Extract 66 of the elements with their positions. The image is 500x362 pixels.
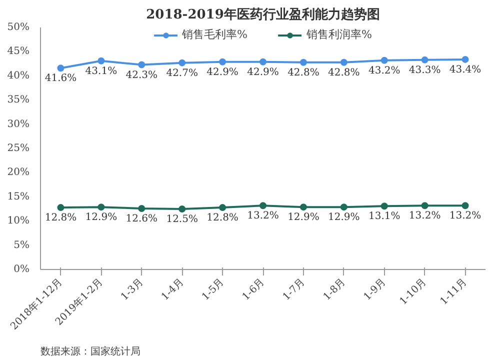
y-tick-label: 35% (7, 94, 30, 106)
point (300, 204, 307, 211)
data-label: 12.6% (126, 214, 158, 225)
y-tick-label: 25% (7, 143, 30, 154)
data-label: 13.2% (449, 210, 482, 222)
point (178, 206, 186, 212)
point (219, 58, 226, 66)
x-tick-label: 1-7月 (281, 276, 308, 303)
y-tick-label: 40% (7, 70, 30, 82)
point (98, 57, 105, 64)
x-tick-label: 1-4月 (160, 276, 186, 303)
point (219, 204, 226, 212)
data-label: 12.9% (85, 212, 118, 224)
y-tick-label: 5% (14, 240, 30, 251)
y-tick-label: 10% (7, 216, 30, 227)
data-label: 43.1% (85, 66, 118, 77)
x-tick-label: 1-9月 (362, 276, 388, 303)
data-label: 12.8% (206, 212, 238, 224)
data-label: 13.1% (368, 211, 400, 222)
point (380, 56, 388, 64)
data-label: 43.3% (408, 64, 441, 76)
data-label: 42.9% (206, 66, 238, 78)
data-label: 12.9% (328, 212, 360, 224)
data-label: 42.9% (247, 66, 279, 78)
point (421, 202, 428, 210)
point (340, 58, 348, 66)
data-label: 12.9% (288, 212, 320, 224)
x-tick-label: 1-5月 (200, 276, 226, 303)
y-tick-label: 50% (7, 22, 30, 33)
point (380, 202, 388, 210)
data-label: 42.8% (288, 67, 320, 78)
y-tick-label: 15% (7, 191, 30, 202)
point (138, 61, 146, 68)
y-tick-label: 20% (7, 167, 30, 178)
data-label: 43.4% (449, 64, 482, 76)
point (178, 59, 186, 66)
chart-title: 2018-2019年医药行业盈利能力趋势图 (146, 6, 380, 22)
point (260, 58, 266, 66)
point (421, 56, 428, 64)
legend-label: 销售毛利率% (182, 27, 248, 42)
data-label: 42.7% (166, 68, 198, 79)
point (57, 64, 64, 72)
data-label: 42.3% (126, 70, 158, 81)
point (462, 202, 469, 210)
data-label: 12.8% (44, 212, 77, 224)
data-label: 12.5% (166, 214, 198, 225)
x-tick-label: 1-8月 (322, 276, 348, 303)
point (462, 56, 469, 63)
y-tick-label: 0% (14, 264, 30, 275)
point (138, 205, 146, 212)
point (98, 204, 105, 211)
data-label: 13.2% (408, 210, 441, 222)
data-label: 13.2% (247, 210, 279, 222)
point (57, 204, 64, 212)
data-label: 43.2% (368, 65, 400, 76)
data-label: 41.6% (44, 73, 77, 84)
x-tick-label: 1-6月 (240, 276, 267, 303)
y-tick-label: 45% (7, 46, 30, 58)
data-label: 42.8% (328, 67, 360, 78)
point (260, 202, 266, 210)
x-tick-label: 1-3月 (119, 276, 146, 303)
legend-label: 销售利润率% (306, 27, 372, 42)
source-note: 数据来源：国家统计局 (40, 346, 140, 358)
point (300, 58, 307, 66)
point (340, 204, 348, 211)
y-tick-label: 30% (7, 118, 30, 130)
